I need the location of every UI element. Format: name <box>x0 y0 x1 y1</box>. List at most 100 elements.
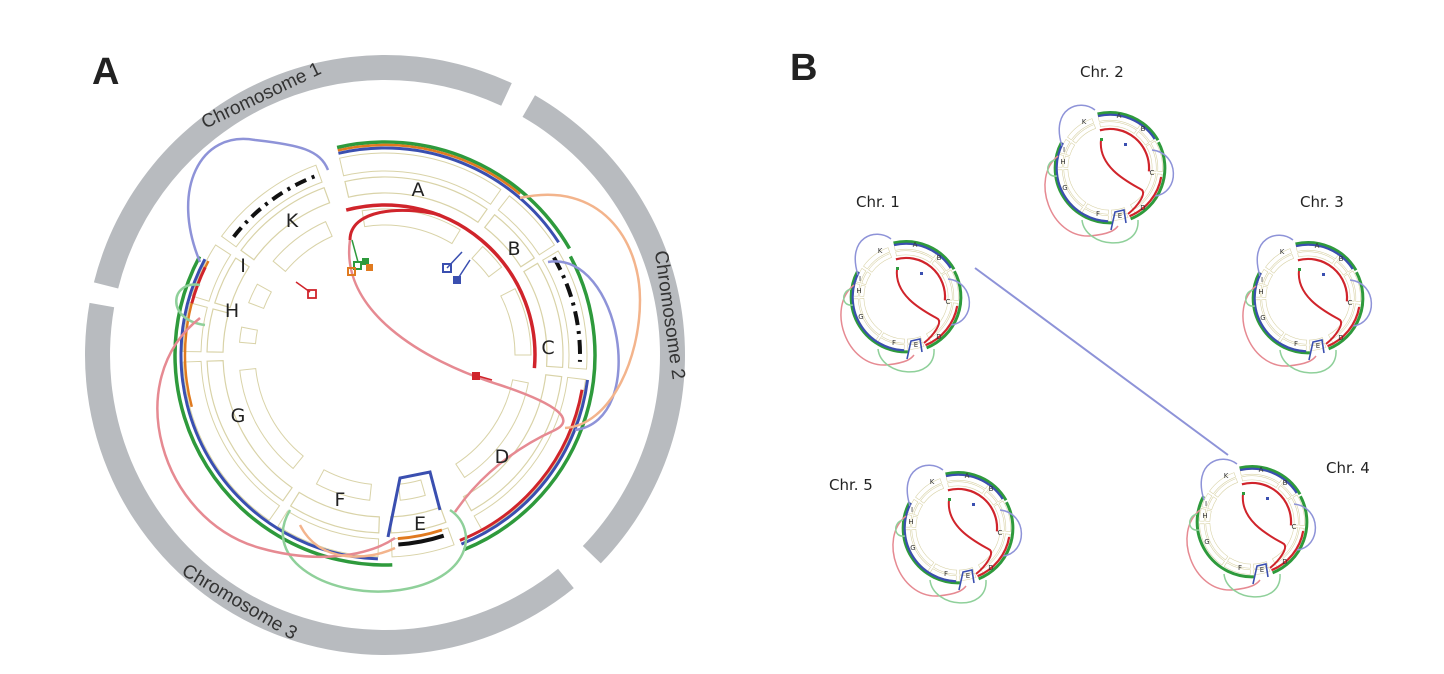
mini-track-red-d <box>977 536 1011 578</box>
mini-inner-ring <box>1333 261 1348 276</box>
mini-segment-label-D: D <box>1338 334 1343 342</box>
mini-outer-ring <box>1209 472 1237 495</box>
mini-link-green <box>1279 349 1337 374</box>
mini-inner-ring <box>959 567 975 575</box>
rearrangement-link-group <box>156 137 642 593</box>
mini-link-pink <box>892 515 967 597</box>
mini-link-green-h <box>895 519 906 537</box>
mini-inner-ring <box>1135 131 1150 146</box>
mini-inner-ring <box>978 532 1005 569</box>
mini-track-blue-a <box>1097 113 1156 140</box>
mini-segment-label-H: H <box>908 518 913 526</box>
mini-inner-ring <box>1205 509 1212 522</box>
mini-track-green-c <box>1328 271 1365 351</box>
mini-segment-label-A: A <box>1259 466 1264 474</box>
track-green-c <box>463 255 597 552</box>
mini-outer-ring <box>1201 492 1213 509</box>
mini-segment-label-F: F <box>944 570 948 578</box>
mini-inner-ring <box>1145 143 1157 172</box>
inner-ring-group <box>206 176 564 534</box>
outer-ring-segment-F <box>277 510 380 558</box>
mini-segment-label-G: G <box>1062 184 1067 192</box>
mini-segment-label-B: B <box>1339 255 1344 263</box>
mini-track-blue-g <box>851 271 905 352</box>
inter-chromosome-link <box>974 267 1229 456</box>
mini-segment-label-G: G <box>858 313 863 321</box>
marker-orange-open <box>347 267 356 276</box>
link-pink-center <box>347 239 565 513</box>
mini-outer-ring <box>1199 523 1225 566</box>
mini-inner-ring <box>941 272 953 301</box>
panel-b-letter: B <box>790 47 817 89</box>
mini-track-red-d <box>1129 176 1163 218</box>
mini-inner-ring <box>861 271 872 286</box>
mini-marker-blue <box>920 272 923 275</box>
mini-link-pink <box>1044 155 1119 237</box>
mini-chromosome-1: Chr. 1 A B C D E F G HI K <box>840 193 971 373</box>
mini-inner-ring <box>1270 254 1294 274</box>
mini-inner-ring <box>881 332 905 344</box>
marker-blue-stem-2 <box>456 259 471 281</box>
track-red-inner <box>345 203 537 369</box>
mini-outer-ring <box>1265 248 1293 271</box>
mini-track-red-d <box>925 305 959 347</box>
link-blue-k-top <box>186 137 330 263</box>
innermost-ring-segment-E <box>398 479 426 501</box>
segment-label-E: E <box>414 513 426 535</box>
mini-track-green-a <box>1097 111 1160 142</box>
mini-track-red-inner <box>895 256 947 301</box>
innermost-ring-segment-C <box>500 288 532 356</box>
link-green-f <box>281 508 467 593</box>
mini-outer-ring <box>1199 508 1207 522</box>
mini-segment-label-B: B <box>937 254 942 262</box>
mini-outer-ring <box>946 269 959 301</box>
inner-ring-segment-F <box>289 491 380 534</box>
outer-ring-segment-I <box>191 244 232 302</box>
mini-link-green <box>929 579 987 604</box>
inner-ring-segment-G <box>206 360 293 502</box>
inner-ring-segment-H <box>206 308 230 353</box>
mini-track-green-c <box>1130 141 1167 221</box>
mini-segment-label-H: H <box>1060 158 1065 166</box>
marker-red-stem-2 <box>477 375 493 381</box>
mini-segment-label-I: I <box>1063 146 1065 154</box>
mini-segment-label-H: H <box>1258 288 1263 296</box>
chromosome-label-3: Chromosome 3 <box>178 560 301 644</box>
mini-inner-ring <box>1272 526 1299 563</box>
innermost-ring-segment-F <box>315 469 372 501</box>
mini-track-blue-g <box>903 502 957 583</box>
mini-segment-label-K: K <box>930 478 935 486</box>
mini-track-red-inner <box>947 487 999 532</box>
mini-e-notch <box>1252 563 1269 585</box>
mini-link-green <box>877 348 935 373</box>
mini-outer-ring <box>1150 140 1163 172</box>
mini-segment-label-K: K <box>1082 118 1087 126</box>
mini-segment-label-F: F <box>1238 564 1242 572</box>
mini-inner-ring <box>911 529 935 567</box>
mini-inner-ring <box>868 253 892 273</box>
mini-track-blue-a <box>1295 243 1354 270</box>
mini-segment-label-C: C <box>946 298 951 306</box>
mini-inner-ring <box>920 484 944 504</box>
mini-track-green-a <box>893 240 956 271</box>
mini-inner-ring <box>1065 142 1076 157</box>
mini-track-blue-a <box>1239 467 1298 494</box>
mini-link-green-h <box>843 288 854 306</box>
mini-inner-ring <box>1072 124 1096 144</box>
inner-ring-segment-D <box>462 374 563 512</box>
mini-segment-label-B: B <box>989 485 994 493</box>
track-blue-a <box>338 146 560 244</box>
chromosome-label-1: Chromosome 1 <box>198 59 324 134</box>
mini-inner-ring <box>1205 523 1229 561</box>
mini-link-blue-right <box>1293 503 1317 551</box>
mini-title-5: Chr. 5 <box>829 476 873 494</box>
innermost-ring-segment-I <box>248 283 272 310</box>
mini-inner-ring <box>859 284 866 297</box>
mini-track-blue-g <box>1253 272 1307 353</box>
mini-inner-ring <box>1287 497 1299 526</box>
mini-title-4: Chr. 4 <box>1326 459 1370 477</box>
mini-track-red-inner <box>1241 481 1293 526</box>
inner-ring-segment-A <box>344 176 488 224</box>
mini-segment-label-A: A <box>1117 112 1122 120</box>
